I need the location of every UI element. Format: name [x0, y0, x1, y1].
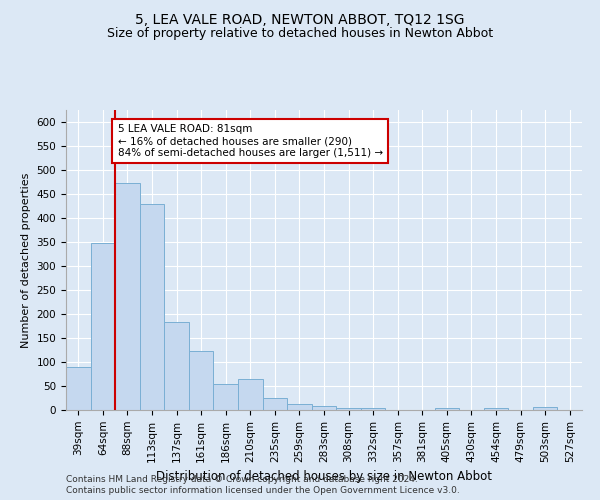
Text: 5, LEA VALE ROAD, NEWTON ABBOT, TQ12 1SG: 5, LEA VALE ROAD, NEWTON ABBOT, TQ12 1SG — [135, 12, 465, 26]
X-axis label: Distribution of detached houses by size in Newton Abbot: Distribution of detached houses by size … — [156, 470, 492, 483]
Text: 5 LEA VALE ROAD: 81sqm
← 16% of detached houses are smaller (290)
84% of semi-de: 5 LEA VALE ROAD: 81sqm ← 16% of detached… — [118, 124, 383, 158]
Bar — [91, 243, 115, 410]
Text: Contains public sector information licensed under the Open Government Licence v3: Contains public sector information licen… — [66, 486, 460, 495]
Text: Size of property relative to detached houses in Newton Abbot: Size of property relative to detached ho… — [107, 28, 493, 40]
Bar — [115, 183, 140, 410]
Bar — [287, 404, 312, 410]
Text: Contains HM Land Registry data © Crown copyright and database right 2024.: Contains HM Land Registry data © Crown c… — [66, 475, 418, 484]
Bar — [263, 398, 287, 410]
Bar — [533, 407, 557, 410]
Bar — [238, 379, 263, 410]
Bar — [336, 408, 361, 410]
Bar — [140, 204, 164, 410]
Bar — [66, 368, 91, 410]
Bar — [361, 408, 385, 410]
Bar — [189, 352, 214, 410]
Bar — [164, 322, 189, 410]
Bar — [312, 406, 336, 410]
Bar — [214, 384, 238, 410]
Bar — [484, 408, 508, 410]
Bar — [434, 408, 459, 410]
Y-axis label: Number of detached properties: Number of detached properties — [21, 172, 31, 348]
